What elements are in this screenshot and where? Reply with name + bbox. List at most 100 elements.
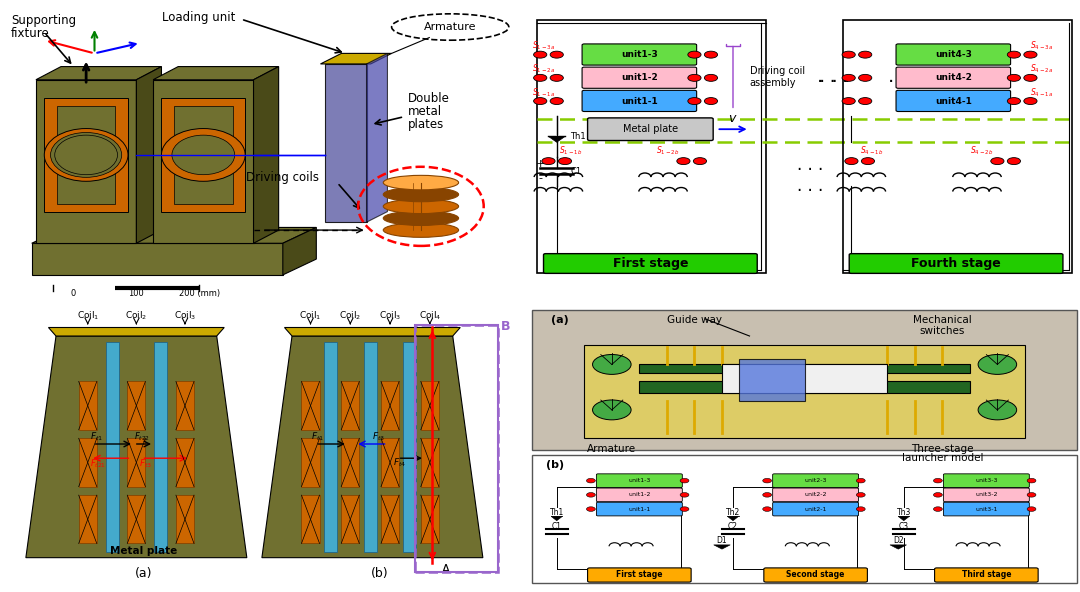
Circle shape	[1008, 51, 1021, 58]
Circle shape	[1008, 98, 1021, 105]
FancyBboxPatch shape	[582, 91, 697, 111]
Polygon shape	[739, 359, 805, 401]
Text: Driving coil
assembly: Driving coil assembly	[750, 66, 805, 88]
Text: (b): (b)	[545, 459, 564, 469]
FancyBboxPatch shape	[596, 488, 683, 501]
Text: First stage: First stage	[616, 571, 663, 580]
Circle shape	[1008, 75, 1021, 81]
Polygon shape	[127, 381, 146, 430]
Circle shape	[680, 507, 689, 511]
Polygon shape	[381, 381, 400, 430]
FancyBboxPatch shape	[532, 310, 1077, 450]
Text: $F_{t3}$: $F_{t3}$	[373, 431, 386, 443]
Circle shape	[542, 157, 555, 165]
Polygon shape	[723, 365, 888, 393]
Text: C1: C1	[570, 167, 582, 176]
Circle shape	[586, 493, 595, 497]
FancyBboxPatch shape	[596, 474, 683, 487]
Polygon shape	[36, 66, 162, 80]
FancyBboxPatch shape	[596, 502, 683, 516]
Circle shape	[550, 98, 564, 105]
Text: launcher model: launcher model	[902, 452, 983, 462]
FancyBboxPatch shape	[772, 474, 859, 487]
Circle shape	[704, 75, 717, 81]
Circle shape	[842, 51, 855, 58]
Text: Th3: Th3	[896, 508, 910, 517]
Circle shape	[688, 75, 701, 81]
Ellipse shape	[383, 211, 459, 226]
Polygon shape	[36, 80, 136, 243]
Circle shape	[933, 507, 942, 511]
FancyBboxPatch shape	[896, 91, 1011, 111]
Text: C2: C2	[728, 522, 738, 531]
Text: . . .: . . .	[816, 67, 848, 86]
Circle shape	[842, 75, 855, 81]
Circle shape	[859, 75, 872, 81]
Circle shape	[978, 400, 1016, 420]
Polygon shape	[421, 381, 438, 430]
Polygon shape	[162, 98, 245, 211]
Circle shape	[1024, 51, 1037, 58]
Text: metal: metal	[408, 105, 443, 118]
Text: . . .: . . .	[797, 177, 823, 195]
Circle shape	[586, 478, 595, 483]
Polygon shape	[301, 381, 320, 430]
Polygon shape	[364, 342, 377, 552]
Text: -: -	[538, 173, 542, 184]
Polygon shape	[44, 98, 127, 211]
Circle shape	[862, 157, 875, 165]
Circle shape	[762, 493, 771, 497]
Polygon shape	[714, 545, 730, 549]
Polygon shape	[890, 545, 906, 549]
Text: $S_{1-2a}$: $S_{1-2a}$	[532, 63, 555, 75]
Text: Metal plate: Metal plate	[623, 124, 678, 134]
Polygon shape	[174, 106, 232, 204]
Text: Coil$_2$: Coil$_2$	[125, 309, 148, 322]
Polygon shape	[584, 345, 1025, 438]
FancyBboxPatch shape	[934, 568, 1038, 582]
Text: $F_{t1}$: $F_{t1}$	[311, 431, 324, 443]
Circle shape	[44, 128, 127, 181]
Polygon shape	[261, 336, 483, 558]
Polygon shape	[549, 136, 565, 142]
Text: $v$: $v$	[728, 112, 738, 125]
Circle shape	[856, 478, 865, 483]
Polygon shape	[153, 66, 279, 80]
Text: Three-stage: Three-stage	[912, 444, 973, 454]
Text: (b): (b)	[372, 567, 389, 580]
Circle shape	[55, 135, 118, 175]
Polygon shape	[899, 516, 909, 521]
Polygon shape	[31, 243, 283, 275]
Polygon shape	[49, 327, 225, 336]
Text: switches: switches	[919, 326, 966, 336]
Polygon shape	[79, 495, 97, 543]
Circle shape	[558, 157, 571, 165]
Polygon shape	[153, 80, 254, 243]
Polygon shape	[136, 66, 162, 243]
Ellipse shape	[383, 223, 459, 237]
Circle shape	[1027, 478, 1036, 483]
Polygon shape	[79, 381, 97, 430]
FancyBboxPatch shape	[582, 44, 697, 65]
Circle shape	[845, 157, 858, 165]
Circle shape	[162, 128, 245, 181]
Text: (a): (a)	[551, 315, 569, 324]
Text: unit4-3: unit4-3	[935, 50, 972, 59]
Circle shape	[680, 478, 689, 483]
Polygon shape	[639, 365, 970, 373]
Text: $F_{t22}$: $F_{t22}$	[134, 431, 150, 443]
Text: Driving coils: Driving coils	[246, 171, 320, 184]
Text: Coil$_1$: Coil$_1$	[299, 309, 322, 322]
Polygon shape	[176, 438, 194, 487]
Text: unit4-2: unit4-2	[935, 73, 972, 82]
FancyBboxPatch shape	[944, 502, 1029, 516]
Polygon shape	[324, 342, 337, 552]
Text: unit1-2: unit1-2	[629, 493, 650, 497]
FancyBboxPatch shape	[772, 502, 859, 516]
Text: unit1-1: unit1-1	[621, 96, 658, 105]
Text: $F_{t4}$: $F_{t4}$	[392, 456, 406, 469]
Circle shape	[51, 133, 122, 178]
Polygon shape	[341, 381, 360, 430]
Polygon shape	[421, 438, 438, 487]
Text: plates: plates	[408, 118, 445, 131]
